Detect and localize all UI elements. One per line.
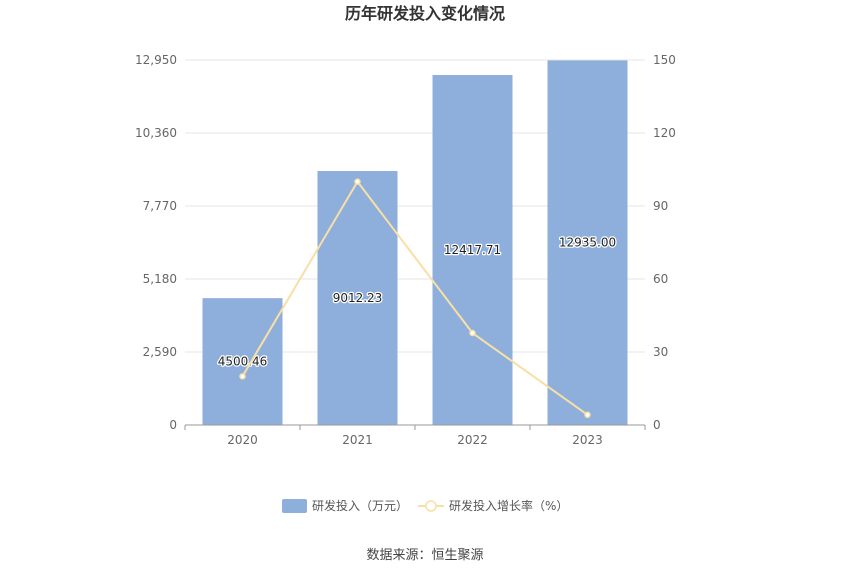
growth-point-2021[interactable] — [354, 178, 361, 185]
right-tick-label: 0 — [653, 418, 661, 432]
line-series — [239, 178, 591, 419]
bar-series — [202, 60, 628, 425]
right-tick-label: 150 — [653, 53, 676, 67]
bar-labels: 4500.46 9012.23 12417.71 12935.00 — [216, 234, 617, 369]
bar-value-label: 12935.00 — [559, 236, 616, 250]
right-tick-label: 120 — [653, 126, 676, 140]
left-tick-label: 10,360 — [135, 126, 177, 140]
legend[interactable]: 研发投入（万元） 研发投入增长率（%） — [282, 498, 568, 513]
x-tick-label: 2020 — [227, 433, 258, 447]
x-tick-label: 2021 — [342, 433, 373, 447]
legend-swatch-line-marker — [425, 500, 437, 512]
x-tick-label: 2023 — [572, 433, 603, 447]
left-tick-label: 12,950 — [135, 53, 177, 67]
left-tick-label: 2,590 — [143, 345, 177, 359]
growth-line — [241, 179, 589, 416]
right-axis-ticks: 0 30 60 90 120 150 — [653, 53, 676, 432]
left-tick-label: 5,180 — [143, 272, 177, 286]
right-tick-label: 60 — [653, 272, 668, 286]
bar-value-label: 9012.23 — [333, 291, 383, 305]
bar-2020[interactable] — [202, 298, 283, 425]
source-text: 数据来源：恒生聚源 — [366, 548, 483, 563]
bar-value-label: 12417.71 — [444, 243, 501, 257]
growth-point-2023[interactable] — [584, 411, 591, 419]
right-tick-label: 90 — [653, 199, 668, 213]
chart-title: 历年研发投入变化情况 — [345, 4, 505, 23]
bar-2021[interactable] — [317, 170, 398, 425]
legend-swatch-bar — [282, 499, 307, 513]
bar-2022[interactable] — [432, 75, 513, 425]
bar-2023[interactable] — [547, 60, 628, 425]
left-axis-ticks: 0 2,590 5,180 7,770 10,360 12,950 — [135, 53, 177, 432]
left-tick-label: 7,770 — [143, 199, 177, 213]
x-axis: 2020 2021 2022 2023 — [184, 424, 646, 447]
growth-point-2022[interactable] — [469, 329, 476, 337]
legend-label-line: 研发投入增长率（%） — [449, 498, 568, 513]
bar-value-label: 4500.46 — [218, 355, 268, 369]
x-tick-label: 2022 — [457, 433, 488, 447]
left-tick-label: 0 — [169, 418, 177, 432]
growth-point-2020[interactable] — [239, 373, 246, 380]
right-tick-label: 30 — [653, 345, 668, 359]
legend-label-bar: 研发投入（万元） — [312, 498, 408, 513]
